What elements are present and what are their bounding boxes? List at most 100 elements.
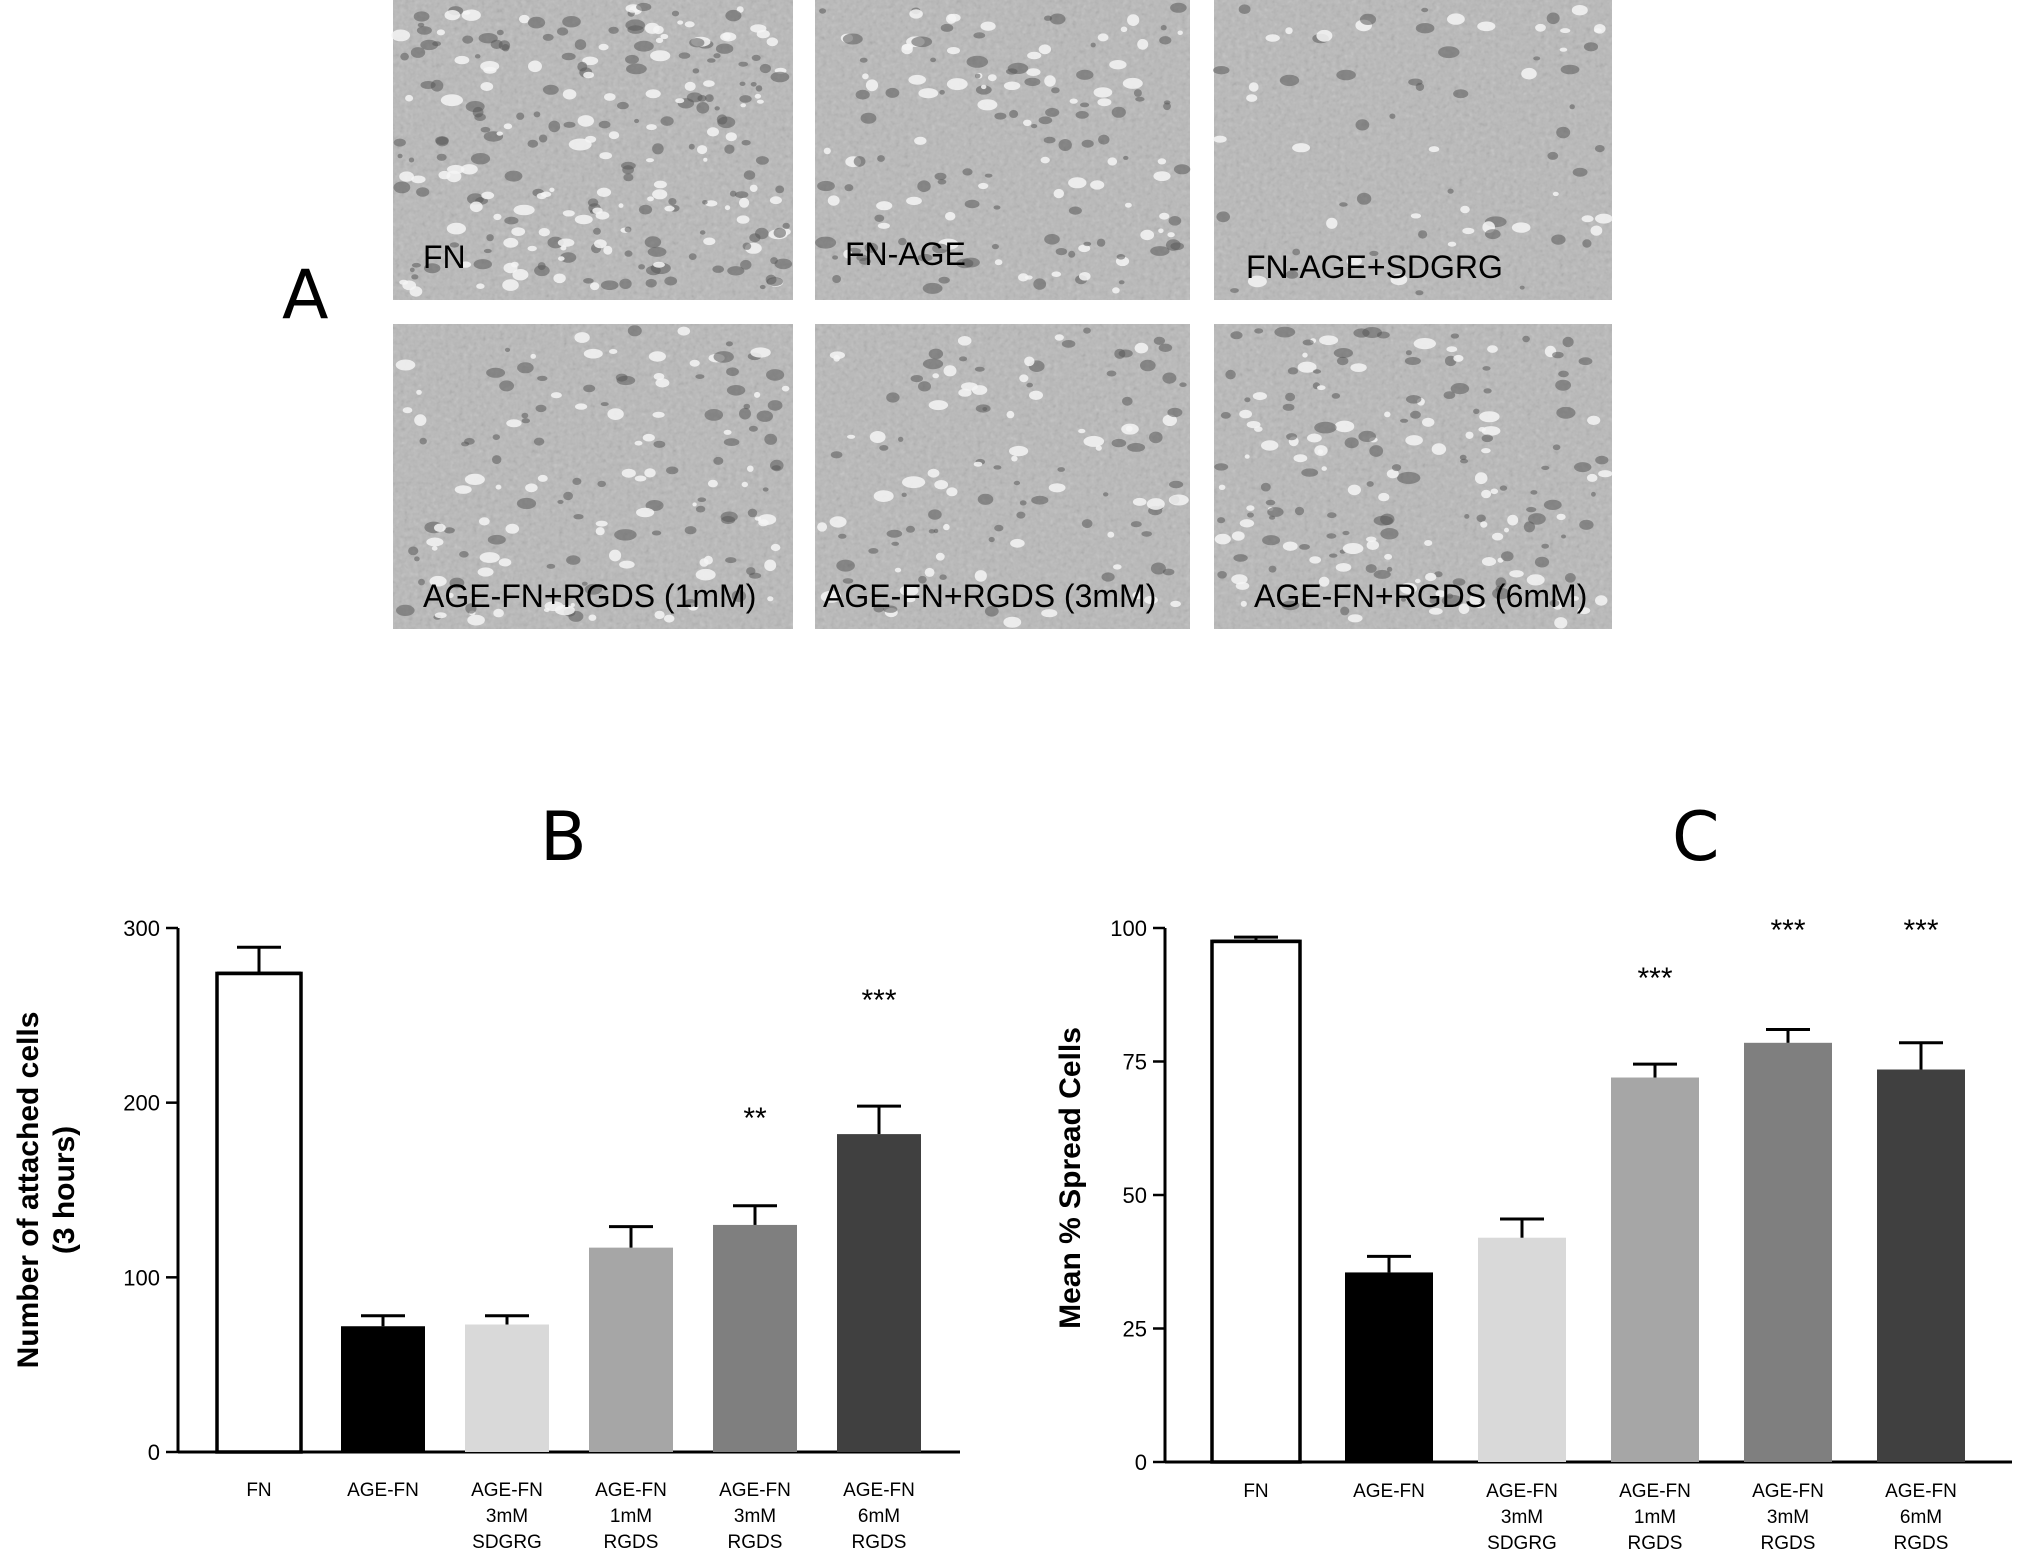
cell-mark [899, 585, 919, 597]
cell-mark [1169, 480, 1184, 489]
cell-mark [1240, 600, 1247, 607]
cell-mark [739, 81, 746, 87]
cell-mark [562, 16, 581, 28]
cell-mark [1244, 454, 1250, 459]
cell-mark [928, 400, 949, 411]
cell-mark [1177, 30, 1183, 36]
cell-mark [1261, 440, 1279, 451]
cell-mark [1590, 225, 1603, 236]
cell-mark [1464, 514, 1470, 519]
cell-mark [1009, 110, 1019, 118]
micrograph-texture [815, 324, 1190, 629]
y-tick-label: 50 [1123, 1183, 1147, 1208]
cell-mark [1113, 564, 1122, 570]
cell-mark [705, 200, 718, 207]
cell-mark [918, 575, 927, 584]
cell-mark [1097, 98, 1112, 107]
cell-mark [704, 409, 724, 421]
cell-mark [1511, 222, 1531, 233]
cell-mark [391, 29, 411, 42]
cell-mark [886, 392, 900, 403]
cell-mark [1453, 89, 1469, 99]
cell-mark [1068, 206, 1082, 215]
cell-mark [1173, 164, 1191, 175]
cell-mark [604, 93, 616, 101]
cell-mark [1111, 106, 1126, 118]
y-tick-label: 200 [123, 1091, 160, 1116]
cell-mark [1428, 146, 1440, 153]
cell-mark [1435, 590, 1446, 598]
cell-mark [1366, 540, 1380, 550]
cell-mark [736, 6, 744, 13]
cell-mark [1239, 409, 1252, 419]
cell-mark [411, 262, 421, 268]
cell-mark [1571, 5, 1588, 16]
cell-mark [1055, 248, 1068, 256]
cell-mark [1533, 56, 1541, 61]
cell-mark [755, 156, 769, 165]
cell-mark [504, 170, 523, 182]
cell-mark [634, 40, 654, 52]
cell-mark [654, 610, 665, 620]
cell-mark [1159, 212, 1170, 220]
cell-mark [1476, 514, 1486, 523]
cell-mark [947, 13, 961, 22]
cell-mark [1415, 23, 1435, 34]
cell-mark [535, 404, 547, 413]
cell-mark [1225, 369, 1236, 380]
cell-mark [922, 358, 944, 370]
cell-mark [1373, 569, 1391, 579]
cell-mark [853, 156, 866, 167]
cell-mark [1581, 215, 1594, 223]
cell-mark [755, 85, 763, 92]
y-axis-label: Number of attached cells (3 hours) [12, 1012, 81, 1369]
x-category-label: AGE-FN 1mM RGDS [1619, 1481, 1691, 1554]
cell-mark [1595, 213, 1613, 224]
cell-mark [1239, 519, 1255, 528]
cell-mark [1024, 275, 1033, 280]
cell-mark [1418, 230, 1428, 239]
bar [1345, 1272, 1433, 1462]
cell-mark [1353, 328, 1370, 338]
cell-mark [1003, 616, 1022, 628]
cell-mark [939, 574, 947, 580]
cell-mark [521, 418, 530, 424]
cell-mark [1594, 145, 1605, 153]
cell-mark [464, 473, 485, 485]
cell-mark [947, 47, 960, 55]
cell-mark [623, 173, 634, 182]
cell-mark [946, 487, 958, 497]
cell-mark [505, 523, 520, 534]
cell-mark [1238, 4, 1251, 14]
cell-mark [1319, 335, 1339, 346]
cell-mark [570, 603, 575, 607]
cell-mark [584, 583, 603, 595]
cell-mark [1521, 67, 1537, 80]
cell-mark [563, 491, 573, 501]
cell-mark [1460, 205, 1470, 214]
cell-mark [1560, 64, 1580, 75]
cell-mark [511, 227, 526, 237]
cell-mark [619, 560, 635, 569]
cell-mark [891, 541, 900, 546]
cell-mark [873, 490, 894, 502]
cell-mark [498, 558, 512, 567]
cell-mark [1453, 354, 1464, 362]
cell-mark [1535, 23, 1546, 32]
cell-mark [928, 348, 944, 360]
cell-mark [817, 522, 828, 532]
cell-mark [1552, 191, 1559, 197]
cell-mark [1090, 180, 1105, 190]
cell-mark [677, 20, 684, 25]
cell-mark [1162, 568, 1175, 576]
cell-mark [1507, 514, 1519, 526]
cell-mark [1267, 507, 1284, 517]
cell-mark [959, 356, 968, 362]
cell-mark [1429, 598, 1438, 604]
cell-mark [1282, 541, 1298, 551]
cell-mark [1093, 87, 1113, 98]
cell-mark [855, 89, 870, 100]
cell-mark [749, 184, 758, 192]
cell-mark [994, 524, 1004, 532]
cell-mark [750, 24, 767, 33]
